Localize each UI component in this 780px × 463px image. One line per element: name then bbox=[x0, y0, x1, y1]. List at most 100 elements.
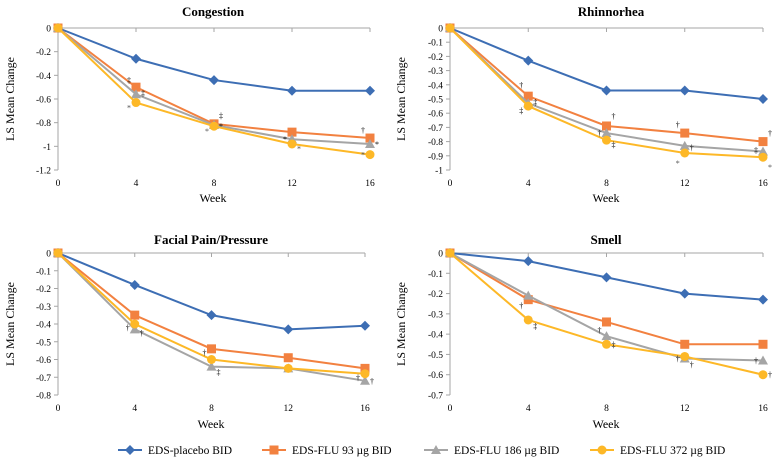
y-tick-label: -0.9 bbox=[428, 152, 443, 162]
significance-marker: ‡ bbox=[612, 140, 616, 149]
data-point bbox=[523, 256, 534, 267]
data-point bbox=[360, 369, 370, 379]
significance-marker: ‡ bbox=[519, 106, 523, 115]
chart-rhinnorhea: Rhinnorhea 0 -0.1 -0.2 -0.3 -0.4 -0.5 -0.6 -0.7 -… bbox=[394, 4, 772, 205]
y-tick-label: -0.2 bbox=[36, 285, 51, 295]
significance-marker: † bbox=[370, 377, 374, 386]
x-tick-label: 8 bbox=[604, 404, 609, 414]
data-point bbox=[680, 339, 690, 349]
data-point bbox=[53, 23, 63, 33]
chart-facial-pain: Facial Pain/Pressure 0 -0.1 -0.2 -0.3 -0.4 -0.… bbox=[3, 232, 374, 431]
x-tick-label: 16 bbox=[758, 404, 768, 414]
legend-item: EDS-FLU 93 µg BID bbox=[262, 445, 392, 457]
significance-marker: † bbox=[519, 81, 523, 90]
significance-marker: * bbox=[676, 159, 680, 168]
series-congestion-0 bbox=[53, 23, 375, 96]
x-tick-label: 4 bbox=[134, 179, 139, 189]
x-axis-label: Week bbox=[199, 191, 226, 205]
significance-marker: ‡ bbox=[612, 340, 616, 349]
x-axis-label: Week bbox=[592, 417, 619, 431]
data-point bbox=[445, 248, 455, 258]
data-point bbox=[523, 315, 533, 325]
significance-marker: † bbox=[690, 361, 694, 370]
y-tick-label: 0 bbox=[438, 250, 443, 260]
legend-marker bbox=[125, 445, 135, 455]
y-tick-label: -0.7 bbox=[428, 124, 443, 134]
data-point bbox=[287, 85, 297, 96]
legend-marker bbox=[431, 445, 441, 454]
data-point bbox=[758, 146, 768, 156]
series-smell-3 bbox=[445, 248, 768, 380]
data-point bbox=[365, 133, 375, 143]
y-tick-label: -0.3 bbox=[428, 67, 443, 77]
series-line bbox=[449, 252, 764, 376]
data-point bbox=[601, 331, 612, 341]
y-tick-label: -0.7 bbox=[428, 392, 443, 402]
y-tick-label: -0.4 bbox=[36, 72, 51, 82]
data-point bbox=[680, 128, 690, 138]
data-point bbox=[131, 98, 141, 108]
x-tick-label: 8 bbox=[209, 404, 214, 414]
significance-marker: ‡ bbox=[219, 112, 223, 121]
data-point bbox=[758, 294, 768, 305]
y-tick-label: 0 bbox=[46, 25, 51, 35]
significance-marker: † bbox=[356, 373, 360, 382]
significance-marker: ‡ bbox=[533, 98, 537, 107]
y-tick-label: -1 bbox=[43, 143, 51, 153]
significance-marker: † bbox=[519, 302, 523, 311]
series-rhinnorhea-0 bbox=[445, 23, 768, 104]
y-tick-label: -0.7 bbox=[36, 374, 51, 384]
data-point bbox=[287, 127, 297, 137]
data-point bbox=[523, 295, 533, 305]
y-tick-label: -0.5 bbox=[428, 351, 443, 361]
data-point bbox=[130, 310, 140, 320]
chart-title: Rhinnorhea bbox=[578, 4, 645, 19]
significance-marker: † bbox=[676, 354, 680, 363]
y-axis-label: LS Mean Change bbox=[394, 57, 408, 141]
series-line bbox=[449, 252, 763, 346]
x-axis-label: Week bbox=[592, 191, 619, 205]
data-point bbox=[53, 248, 63, 258]
data-point bbox=[601, 85, 612, 96]
charts-layer: Congestion 0 -0.2 -0.4 -0.6 -0.8 -1 -1.2 0 4 8 12 16… bbox=[3, 4, 772, 431]
data-point bbox=[602, 317, 611, 327]
y-tick-label: -0.2 bbox=[428, 290, 443, 300]
data-point bbox=[130, 319, 140, 329]
x-tick-label: 8 bbox=[604, 179, 609, 189]
data-point bbox=[523, 55, 534, 66]
x-tick-label: 4 bbox=[526, 404, 531, 414]
data-point bbox=[365, 85, 375, 96]
data-point bbox=[360, 320, 370, 331]
series-rhinnorhea-3 bbox=[445, 23, 768, 162]
x-tick-label: 12 bbox=[287, 179, 297, 189]
significance-marker: * bbox=[768, 163, 772, 172]
y-axis-label: LS Mean Change bbox=[394, 282, 408, 366]
legend-label: EDS-FLU 186 µg BID bbox=[454, 445, 559, 457]
data-point bbox=[206, 361, 217, 371]
significance-marker: † bbox=[612, 112, 616, 121]
data-point bbox=[523, 91, 533, 101]
data-point bbox=[283, 324, 294, 335]
data-point bbox=[758, 94, 768, 104]
chart-congestion: Congestion 0 -0.2 -0.4 -0.6 -0.8 -1 -1.2 0 4 8 12 16… bbox=[3, 4, 379, 205]
y-tick-label: -0.3 bbox=[428, 310, 443, 320]
y-tick-label: -0.2 bbox=[36, 48, 51, 58]
x-tick-label: 16 bbox=[758, 179, 768, 189]
significance-marker: ‡ bbox=[217, 368, 221, 377]
x-tick-label: 0 bbox=[448, 179, 453, 189]
y-tick-label: -0.8 bbox=[428, 138, 443, 148]
data-point bbox=[207, 355, 216, 364]
x-axis-label: Week bbox=[197, 417, 224, 431]
y-tick-label: -1 bbox=[435, 167, 443, 177]
data-point bbox=[283, 353, 293, 363]
y-tick-label: 0 bbox=[438, 25, 443, 35]
significance-marker: † bbox=[598, 326, 602, 335]
legend-item: EDS-FLU 372 µg BID bbox=[590, 445, 725, 457]
data-point bbox=[680, 351, 690, 361]
x-tick-label: 12 bbox=[680, 179, 690, 189]
y-tick-label: -0.4 bbox=[428, 331, 443, 341]
data-point bbox=[365, 150, 375, 160]
x-tick-label: 4 bbox=[526, 179, 531, 189]
data-point bbox=[360, 375, 370, 385]
data-point bbox=[758, 339, 768, 349]
